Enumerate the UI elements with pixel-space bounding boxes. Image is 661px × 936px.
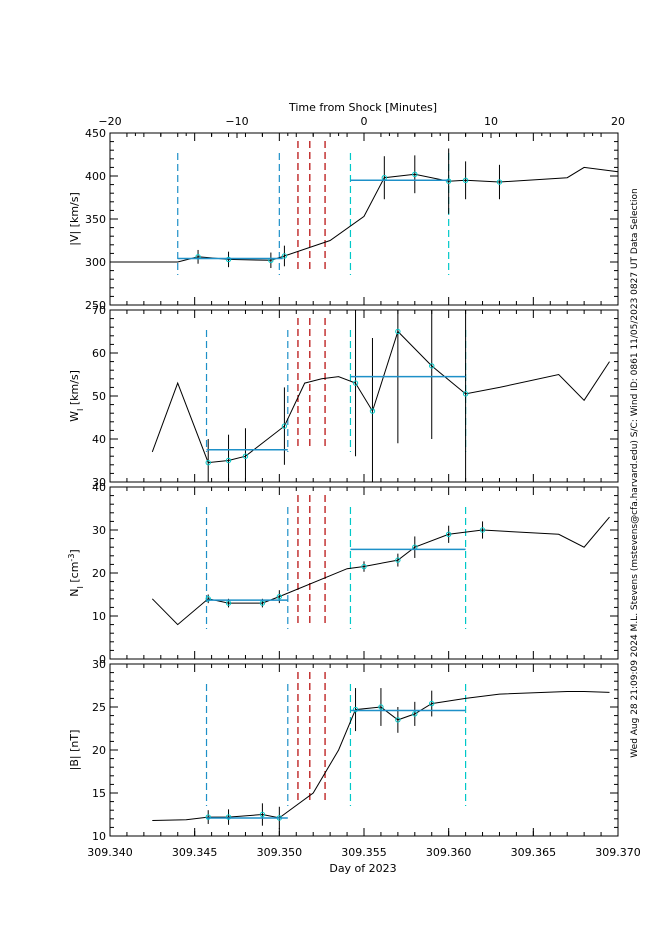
y-axis-label: NI [cm-3] bbox=[67, 549, 85, 596]
panel-frame bbox=[109, 486, 619, 660]
panel-w: 30 40 50 60 70 WI [km/s] bbox=[68, 304, 619, 489]
panel-frame bbox=[109, 663, 619, 837]
y-tick-label: 20 bbox=[92, 567, 106, 580]
data-point bbox=[259, 811, 266, 818]
data-point bbox=[395, 717, 401, 723]
y-tick-label: 40 bbox=[92, 481, 106, 494]
top-tick-label: 0 bbox=[361, 115, 368, 128]
data-point bbox=[445, 178, 452, 184]
bottom-tick-label: 309.360 bbox=[426, 846, 472, 859]
side-annotation: Wed Aug 28 21:09:09 2024 M.L. Stevens (m… bbox=[630, 188, 640, 757]
data-point bbox=[395, 557, 401, 563]
top-tick-label: −10 bbox=[225, 115, 248, 128]
data-point bbox=[205, 459, 211, 466]
data-line bbox=[152, 691, 610, 821]
bottom-tick-label: 309.350 bbox=[257, 846, 303, 859]
panel-frame bbox=[109, 309, 619, 483]
y-tick-label: 30 bbox=[92, 658, 106, 671]
data-point bbox=[225, 457, 232, 464]
data-line bbox=[151, 330, 610, 464]
data-point bbox=[281, 253, 288, 259]
bottom-tick-label: 309.340 bbox=[87, 846, 133, 859]
data-point bbox=[281, 423, 288, 429]
y-tick-label: 300 bbox=[85, 256, 106, 269]
plot-area: −20 −10 0 10 20 309.340 309.345 309.350 309.355 3… bbox=[67, 115, 641, 859]
bottom-axis-label: Day of 2023 bbox=[329, 862, 396, 875]
data-point bbox=[412, 171, 418, 177]
data-point bbox=[205, 814, 211, 820]
y-tick-label: 10 bbox=[92, 830, 106, 843]
panel-frame bbox=[109, 132, 619, 306]
y-axis-label: WI [km/s] bbox=[68, 370, 85, 422]
y-tick-label: 70 bbox=[92, 304, 106, 317]
data-point bbox=[259, 600, 266, 606]
y-tick-label: 50 bbox=[92, 390, 106, 403]
y-axis-label: |B| [nT] bbox=[68, 730, 81, 771]
y-tick-label: 350 bbox=[85, 213, 106, 226]
y-tick-label: 400 bbox=[85, 170, 106, 183]
data-point bbox=[429, 363, 435, 369]
bottom-tick-label: 309.370 bbox=[595, 846, 641, 859]
data-point bbox=[205, 596, 211, 602]
y-tick-label: 0 bbox=[99, 653, 106, 666]
panel-b: 10 15 20 25 30 |B| [nT] bbox=[68, 658, 619, 843]
data-point bbox=[352, 380, 359, 386]
bottom-tick-label: 309.355 bbox=[341, 846, 387, 859]
panel-n: 0 10 20 30 40 NI [cm-3] bbox=[67, 481, 619, 666]
data-point bbox=[479, 527, 486, 533]
data-point bbox=[225, 814, 232, 820]
data-point bbox=[276, 593, 283, 600]
top-tick-label: −20 bbox=[98, 115, 121, 128]
data-point bbox=[361, 563, 367, 570]
data-point bbox=[352, 706, 359, 713]
data-point bbox=[395, 328, 401, 335]
y-tick-label: 25 bbox=[92, 701, 106, 714]
data-point bbox=[462, 177, 469, 184]
y-tick-label: 40 bbox=[92, 433, 106, 446]
y-tick-label: 60 bbox=[92, 347, 106, 360]
data-point bbox=[378, 704, 384, 710]
y-tick-label: 450 bbox=[85, 127, 106, 140]
data-point bbox=[445, 531, 452, 537]
data-line bbox=[110, 166, 619, 263]
top-axis-label: Time from Shock [Minutes] bbox=[288, 101, 437, 114]
data-point bbox=[225, 256, 232, 263]
y-tick-label: 15 bbox=[92, 787, 106, 800]
top-tick-label: 10 bbox=[484, 115, 498, 128]
top-tick-label: 20 bbox=[611, 115, 625, 128]
data-point bbox=[242, 453, 249, 459]
data-point bbox=[429, 700, 435, 707]
y-tick-label: 30 bbox=[92, 524, 106, 537]
data-point bbox=[462, 391, 469, 397]
y-tick-label: 250 bbox=[85, 299, 106, 312]
data-line bbox=[151, 516, 610, 626]
y-tick-label: 10 bbox=[92, 610, 106, 623]
data-point bbox=[412, 711, 418, 717]
panel-v: 250 300 350 400 450 |V| [km/s] bbox=[68, 127, 619, 312]
y-tick-label: 30 bbox=[92, 476, 106, 489]
y-axis-label: |V| [km/s] bbox=[68, 192, 81, 246]
bottom-tick-label: 309.345 bbox=[172, 846, 218, 859]
data-point bbox=[369, 408, 376, 414]
y-tick-label: 20 bbox=[92, 744, 106, 757]
data-point bbox=[496, 179, 503, 185]
data-point bbox=[225, 600, 232, 606]
bottom-tick-label: 309.365 bbox=[511, 846, 557, 859]
